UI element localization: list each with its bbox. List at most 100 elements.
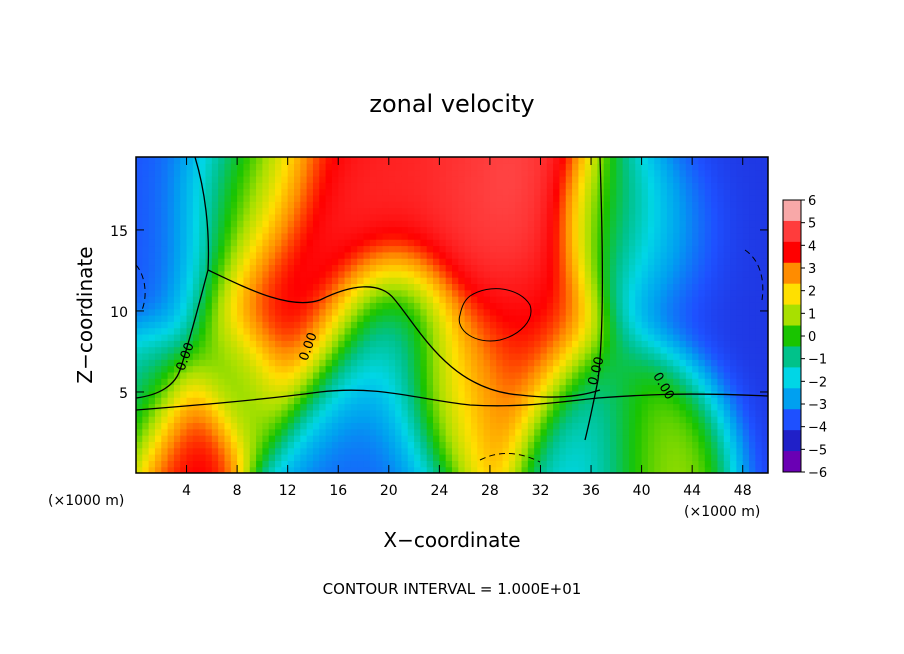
field-cell [167, 296, 175, 303]
field-cell [426, 264, 434, 272]
field-cell [338, 428, 346, 436]
field-cell [597, 466, 605, 473]
field-cell [256, 416, 263, 424]
field-cell [540, 175, 548, 183]
field-cell [319, 194, 327, 202]
field-cell [388, 403, 396, 411]
field-cell [249, 226, 257, 234]
field-cell [622, 340, 630, 348]
field-cell [647, 283, 655, 291]
field-cell [603, 435, 611, 442]
field-cell [521, 359, 529, 367]
field-cell [294, 428, 301, 436]
field-cell [761, 352, 768, 360]
field-cell [275, 365, 282, 373]
field-cell [167, 207, 175, 215]
field-cell [540, 365, 548, 373]
field-cell [275, 409, 282, 417]
field-cell [591, 403, 598, 411]
field-cell [616, 422, 624, 430]
field-cell [287, 359, 295, 367]
field-cell [426, 157, 434, 164]
field-cell [433, 283, 440, 291]
field-cell [717, 371, 725, 379]
field-cell [660, 188, 668, 196]
field-cell [717, 466, 725, 473]
field-cell [414, 308, 421, 316]
field-cell [527, 270, 535, 278]
field-cell [591, 163, 598, 171]
field-cell [647, 270, 655, 278]
field-cell [452, 207, 459, 215]
field-cell [452, 460, 459, 468]
field-cell [755, 258, 763, 266]
field-cell [161, 422, 169, 430]
field-cell [414, 232, 421, 240]
field-cell [660, 454, 668, 461]
field-cell [647, 264, 655, 272]
field-cell [685, 277, 693, 284]
field-cell [136, 239, 143, 247]
field-cell [294, 163, 301, 171]
field-cell [622, 365, 630, 373]
field-cell [306, 169, 314, 177]
field-cell [294, 315, 301, 322]
field-cell [673, 239, 681, 247]
field-cell [148, 277, 156, 284]
field-cell [136, 435, 143, 442]
field-cell [628, 289, 636, 297]
field-cell [603, 213, 611, 221]
field-cell [312, 245, 320, 253]
field-cell [635, 340, 643, 348]
field-cell [331, 207, 339, 215]
field-cell [433, 270, 440, 278]
field-cell [502, 289, 510, 297]
field-cell [641, 416, 649, 424]
field-cell [534, 194, 542, 202]
field-cell [338, 454, 346, 461]
field-cell [237, 245, 245, 253]
field-cell [692, 327, 700, 335]
field-cell [477, 390, 485, 398]
field-cell [338, 283, 346, 291]
field-cell [369, 289, 377, 297]
field-cell [578, 239, 586, 247]
field-cell [572, 163, 579, 171]
field-cell [736, 283, 744, 291]
field-cell [717, 460, 725, 468]
field-cell [660, 220, 668, 228]
field-cell [376, 441, 384, 449]
field-cell [660, 264, 668, 272]
field-cell [180, 296, 188, 303]
field-cell [363, 466, 371, 473]
field-cell [414, 454, 421, 461]
field-cell [344, 460, 352, 468]
field-cell [294, 435, 301, 442]
field-cell [407, 220, 415, 228]
field-cell [489, 239, 497, 247]
field-cell [749, 226, 756, 234]
field-cell [230, 169, 238, 177]
field-cell [325, 428, 333, 436]
field-cell [249, 340, 257, 348]
field-cell [376, 454, 384, 461]
field-cell [591, 409, 598, 417]
field-cell [262, 333, 270, 341]
field-cell [136, 169, 143, 177]
field-cell [224, 454, 232, 461]
field-cell [249, 359, 257, 367]
field-cell [237, 315, 245, 322]
field-cell [268, 435, 276, 442]
field-cell [173, 454, 181, 461]
field-cell [553, 359, 561, 367]
field-cell [161, 435, 169, 442]
field-cell [521, 397, 529, 405]
field-cell [154, 239, 162, 247]
field-cell [553, 277, 561, 284]
field-cell [470, 232, 478, 240]
field-cell [439, 188, 447, 196]
field-cell [521, 384, 529, 392]
field-cell [445, 454, 453, 461]
field-cell [426, 454, 434, 461]
field-cell [218, 359, 226, 367]
